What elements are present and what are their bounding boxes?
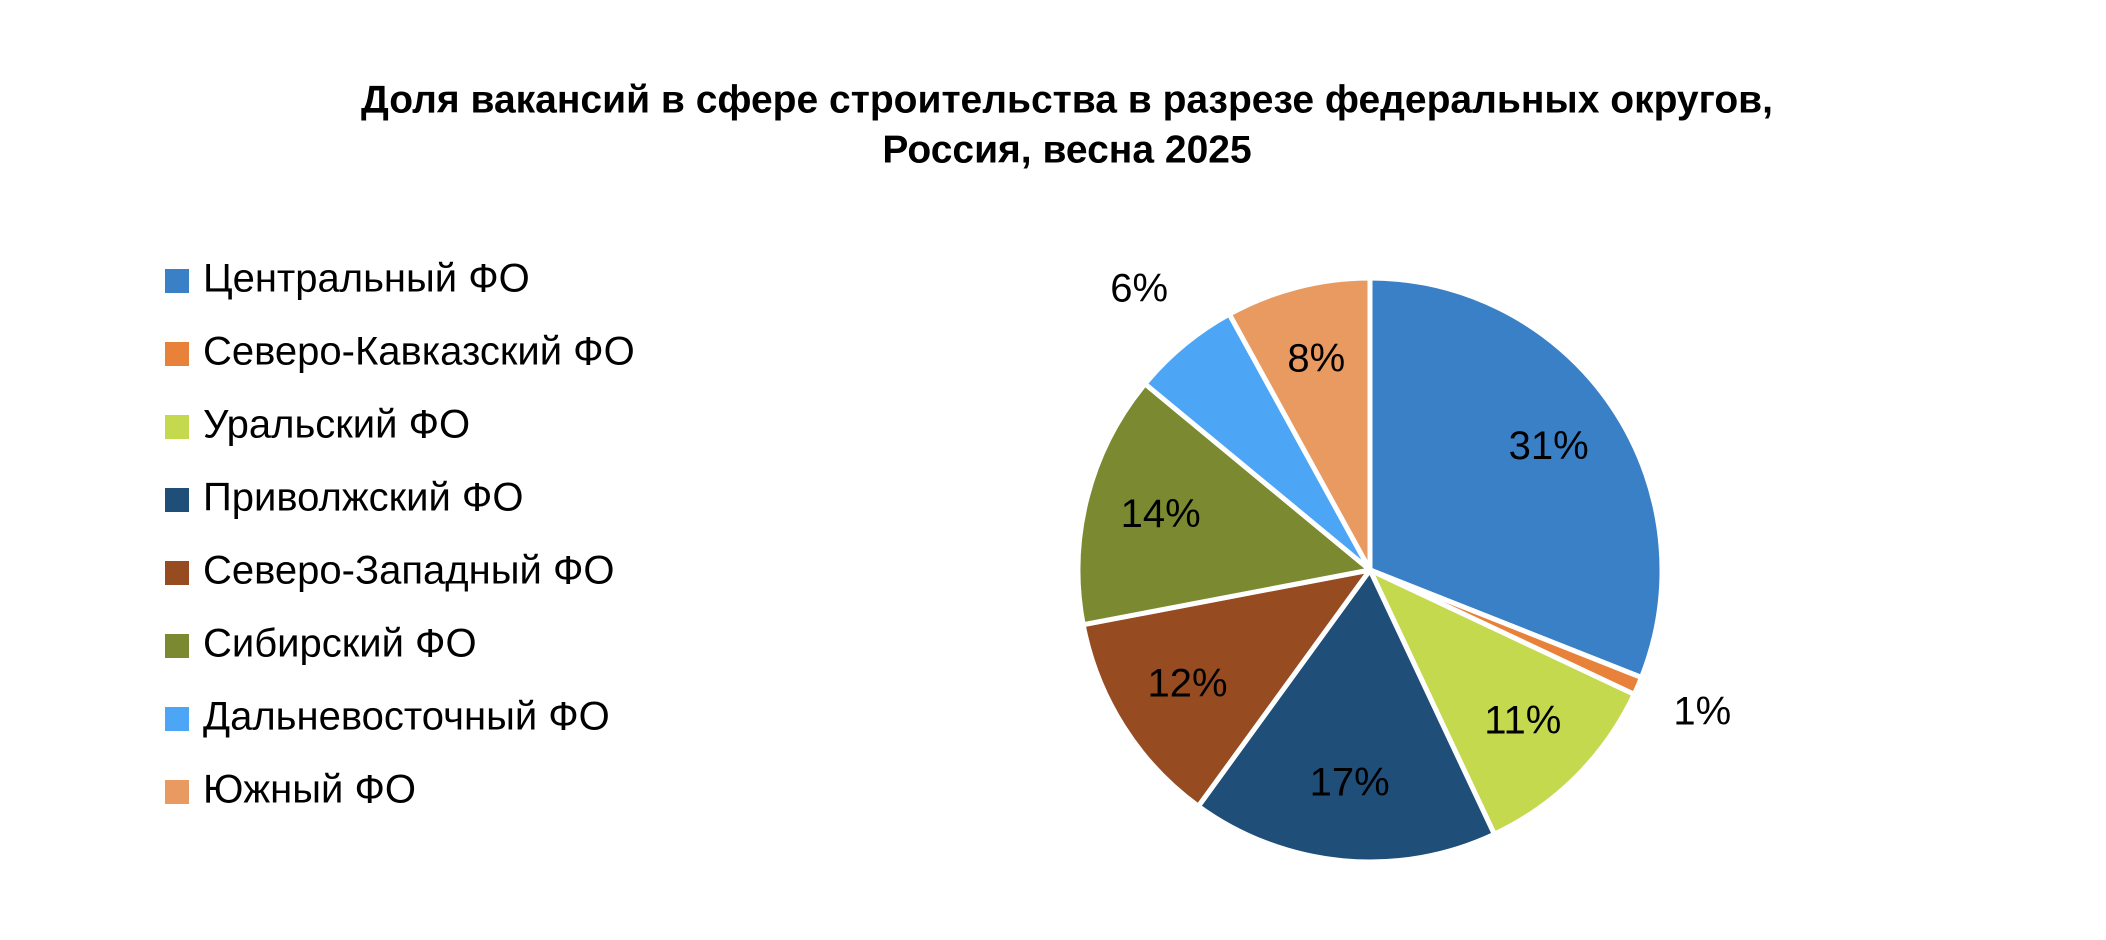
pie-slice	[1080, 567, 1373, 809]
legend-swatch	[165, 634, 189, 658]
value-label: 8%	[1287, 336, 1345, 380]
pie-slice	[1367, 567, 1637, 837]
value-label: 14%	[1121, 492, 1201, 536]
pie-slice	[1195, 567, 1497, 865]
legend-swatch	[165, 342, 189, 366]
pie-slice	[1075, 381, 1373, 628]
legend-label: Центральный ФО	[203, 257, 530, 301]
value-label: 12%	[1148, 661, 1228, 705]
legend-swatch	[165, 707, 189, 731]
chart-title: Россия, весна 2025	[882, 128, 1251, 171]
value-label: 31%	[1509, 424, 1589, 468]
legend-label: Сибирский ФО	[203, 622, 477, 666]
legend-swatch	[165, 415, 189, 439]
pie-slice	[1226, 275, 1373, 573]
legend-label: Северо-Кавказский ФО	[203, 330, 635, 374]
value-label: 11%	[1484, 698, 1561, 742]
value-label: 17%	[1310, 761, 1390, 805]
chart-title: Доля вакансий в сфере строительства в ра…	[361, 78, 1773, 121]
legend-label: Приволжский ФО	[203, 476, 523, 520]
legend-label: Дальневосточный ФО	[203, 695, 610, 739]
legend-swatch	[165, 561, 189, 585]
legend-label: Уральский ФО	[203, 403, 470, 447]
legend-label: Южный ФО	[203, 768, 416, 812]
legend-swatch	[165, 780, 189, 804]
value-label: 1%	[1673, 689, 1731, 733]
value-label: 6%	[1110, 267, 1168, 311]
legend-label: Северо-Западный ФО	[203, 549, 614, 593]
legend-swatch	[165, 488, 189, 512]
legend-swatch	[165, 269, 189, 293]
pie-slice	[1367, 275, 1665, 680]
